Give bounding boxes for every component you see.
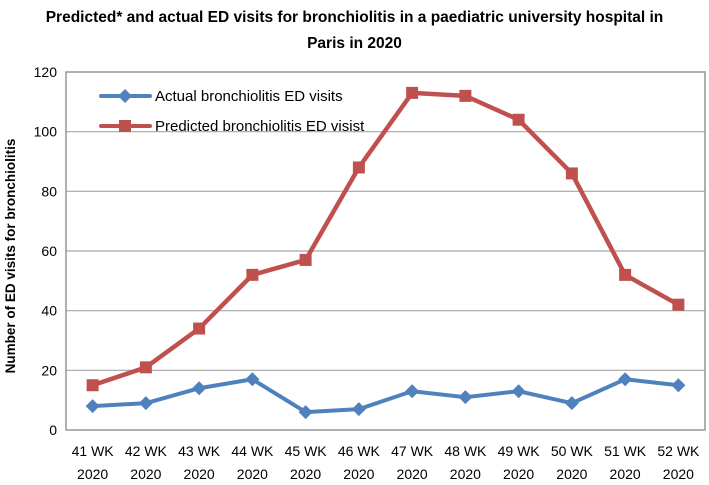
x-axis-tick-label-year: 2020 — [450, 466, 481, 482]
series-marker-predicted — [246, 268, 259, 281]
y-axis-tick-label: 80 — [41, 183, 57, 199]
series-marker-actual — [85, 399, 100, 414]
x-axis-tick-label: 43 WK — [178, 443, 221, 459]
series-marker-predicted — [139, 361, 152, 374]
x-axis-tick-label-year: 2020 — [77, 466, 108, 482]
legend: Actual bronchiolitis ED visits Predicted … — [99, 88, 365, 135]
y-axis-tick-label: 20 — [41, 362, 57, 378]
plot-area-border — [65, 71, 706, 431]
x-axis-tick-label: 46 WK — [338, 443, 381, 459]
x-axis-tick-label-year: 2020 — [663, 466, 694, 482]
x-axis-tick-label-year: 2020 — [556, 466, 587, 482]
series-marker-actual — [298, 405, 313, 420]
series-actual — [85, 372, 686, 420]
y-axis-tick-label: 0 — [49, 422, 57, 438]
series-marker-predicted — [193, 322, 206, 335]
series-marker-actual — [351, 402, 366, 417]
series-marker-actual — [405, 384, 420, 399]
x-axis-tick-label-year: 2020 — [237, 466, 268, 482]
x-axis-tick-label: 45 WK — [285, 443, 328, 459]
series-marker-predicted — [86, 379, 99, 392]
x-axis-tick-label: 41 WK — [72, 443, 115, 459]
x-axis-tick-label-year: 2020 — [503, 466, 534, 482]
x-axis-tick-label-year: 2020 — [130, 466, 161, 482]
series-marker-predicted — [512, 113, 525, 126]
x-axis-tick-label-year: 2020 — [610, 466, 641, 482]
series-marker-predicted — [565, 167, 578, 180]
x-axis-tick-label-year: 2020 — [343, 466, 374, 482]
series-marker-predicted — [459, 89, 472, 102]
y-axis-tick-label: 60 — [41, 243, 57, 259]
x-axis-tick-label: 50 WK — [551, 443, 594, 459]
x-axis-tick-label: 51 WK — [604, 443, 647, 459]
x-axis-tick-label: 47 WK — [391, 443, 434, 459]
legend-label-predicted: Predicted bronchiolitis ED visist — [155, 118, 365, 135]
legend-label-actual: Actual bronchiolitis ED visits — [155, 88, 343, 105]
legend-marker-actual — [118, 89, 132, 103]
chart-title: Predicted* and actual ED visits for bron… — [45, 9, 664, 52]
x-axis-tick-label: 44 WK — [231, 443, 274, 459]
series-line-actual — [90, 377, 681, 415]
x-axis-tick-label-year: 2020 — [184, 466, 215, 482]
legend-marker-predicted — [119, 120, 131, 132]
x-axis-tick-label: 52 WK — [657, 443, 700, 459]
x-axis-tick-label-year: 2020 — [290, 466, 321, 482]
series-marker-predicted — [352, 161, 365, 174]
series-marker-predicted — [672, 298, 685, 311]
y-axis-tick-label: 100 — [34, 124, 58, 140]
y-axis-tick-label: 120 — [34, 64, 58, 80]
x-axis-tick-label-year: 2020 — [397, 466, 428, 482]
series-marker-actual — [192, 381, 207, 396]
series-predicted — [86, 86, 685, 392]
legend-item-predicted: Predicted bronchiolitis ED visist — [99, 118, 365, 135]
series-marker-actual — [671, 378, 686, 393]
series-marker-actual — [245, 372, 260, 387]
series-marker-actual — [564, 396, 579, 411]
series-marker-actual — [458, 390, 473, 405]
y-axis-title: Number of ED visits for bronchiolitis — [3, 139, 18, 374]
x-axis-tick-label: 48 WK — [444, 443, 487, 459]
series-marker-actual — [618, 372, 633, 387]
x-axis-tick-label: 42 WK — [125, 443, 168, 459]
series-marker-predicted — [299, 253, 312, 266]
series-marker-predicted — [406, 86, 419, 99]
x-axis-tick-label: 49 WK — [498, 443, 541, 459]
series-marker-predicted — [619, 268, 632, 281]
series-marker-actual — [138, 396, 153, 411]
series-marker-actual — [511, 384, 526, 399]
series-line-predicted — [90, 90, 681, 388]
legend-item-actual: Actual bronchiolitis ED visits — [99, 88, 343, 105]
y-axis-tick-label: 40 — [41, 303, 57, 319]
